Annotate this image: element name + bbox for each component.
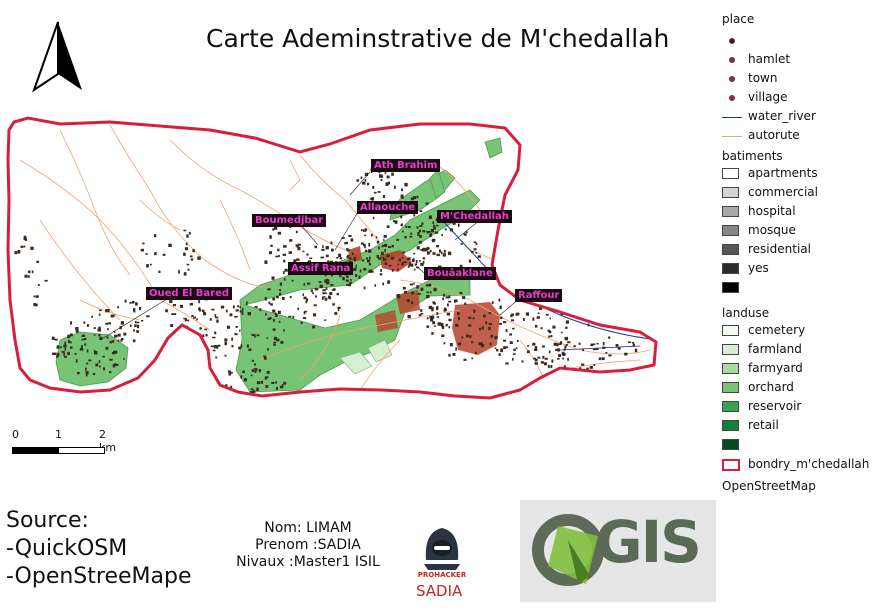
fill-swatch-icon bbox=[722, 225, 739, 236]
source-block: Source: -QuickOSM -OpenStreeMape bbox=[6, 507, 192, 591]
place-label-raffour: Raffour bbox=[515, 289, 563, 302]
line-symbol-icon bbox=[722, 136, 742, 137]
author-name: Nom: LIMAM bbox=[264, 520, 352, 536]
place-label-ath-brahim: Ath Brahim bbox=[371, 159, 441, 172]
fill-swatch-icon bbox=[722, 439, 739, 450]
legend-heading-place: place bbox=[722, 12, 755, 26]
line-symbol-icon bbox=[722, 117, 742, 118]
place-dot-icon bbox=[729, 95, 735, 101]
source-line: -OpenStreeMape bbox=[6, 564, 192, 589]
source-line: -QuickOSM bbox=[6, 536, 128, 561]
svg-text:PROHACKER: PROHACKER bbox=[418, 571, 467, 579]
source-line: Source: bbox=[6, 508, 89, 533]
place-label-oued-el-bared: Oued El Bared bbox=[146, 287, 233, 300]
map-title: Carte Ademinstrative de M'chedallah bbox=[206, 24, 670, 53]
fill-swatch-icon bbox=[722, 344, 739, 355]
scale-label-0: 0 bbox=[12, 428, 19, 441]
place-dot-icon bbox=[729, 76, 735, 82]
fill-swatch-icon bbox=[722, 263, 739, 274]
place-dot-icon bbox=[729, 38, 735, 44]
place-dot-icon bbox=[729, 57, 735, 63]
legend-heading-landuse: landuse bbox=[722, 306, 770, 320]
boundary-symbol-icon bbox=[722, 459, 740, 471]
qgis-logo-text: GIS bbox=[595, 508, 702, 576]
fill-swatch-icon bbox=[722, 206, 739, 217]
fill-swatch-icon bbox=[722, 401, 739, 412]
fill-swatch-icon bbox=[722, 325, 739, 336]
qgis-logo: GIS bbox=[520, 500, 716, 602]
qgis-emblem-icon bbox=[532, 514, 604, 586]
place-label-assif-rana: Assif Rana bbox=[288, 262, 354, 275]
place-label-allaouche: Allaouche bbox=[357, 201, 419, 214]
author-level: Nivaux :Master1 ISIL bbox=[236, 554, 380, 570]
fill-swatch-icon bbox=[722, 244, 739, 255]
legend-heading-batiments: batiments bbox=[722, 149, 783, 163]
place-label-boumedjbar: Boumedjbar bbox=[252, 214, 327, 227]
fill-swatch-icon bbox=[722, 168, 739, 179]
prohacker-logo-icon: PROHACKER bbox=[418, 528, 467, 579]
fill-swatch-icon bbox=[722, 187, 739, 198]
place-label-bouaaklane: Bouâaklane bbox=[424, 267, 496, 280]
boundary-outline bbox=[6, 116, 658, 400]
fill-swatch-icon bbox=[722, 420, 739, 431]
map-canvas[interactable] bbox=[0, 100, 700, 410]
legend-attribution: OpenStreetMap bbox=[722, 479, 816, 493]
fill-swatch-icon bbox=[722, 363, 739, 374]
author-firstname: Prenom :SADIA bbox=[255, 537, 361, 553]
author-block: Nom: LIMAM Prenom :SADIA Nivaux :Master1… bbox=[218, 520, 398, 571]
fill-swatch-icon bbox=[722, 282, 739, 293]
scale-label-1: 1 bbox=[55, 428, 62, 441]
north-arrow-icon bbox=[32, 21, 82, 93]
place-label-mchedallah: M'Chedallah bbox=[437, 210, 512, 223]
fill-swatch-icon bbox=[722, 382, 739, 393]
sadia-logo-text: SADIA bbox=[416, 582, 463, 600]
